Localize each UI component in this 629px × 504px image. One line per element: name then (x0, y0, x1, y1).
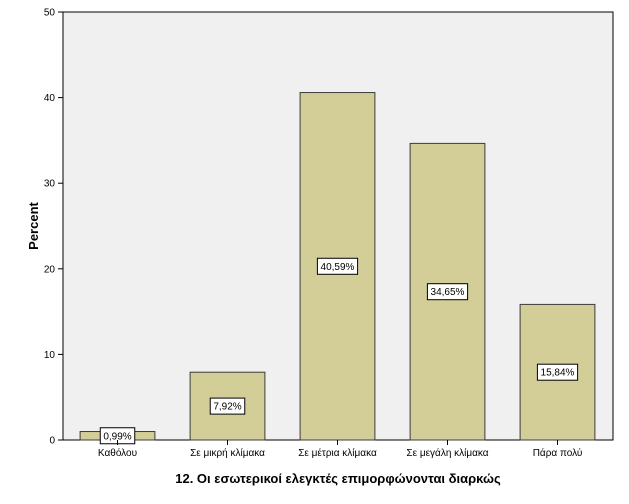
data-label-box (316, 257, 359, 275)
y-tick-label: 10 (44, 350, 56, 361)
y-tick-label: 0 (49, 436, 55, 447)
y-tick-label: 30 (44, 179, 56, 190)
x-axis: Καθόλου Σε μικρή κλίμακα Σε μέτρια κλίμακα… (98, 440, 582, 459)
x-tick-label: Σε μέτρια κλίμακα (298, 447, 377, 459)
x-axis-title: 12. Οι εσωτερικοί ελεγκτές επιμορφώνοντα… (175, 471, 501, 486)
y-axis-title: Percent (26, 201, 41, 249)
x-tick-label: Σε μικρή κλίμακα (190, 447, 265, 459)
y-tick-label: 40 (44, 93, 56, 104)
x-tick-label: Καθόλου (98, 447, 137, 459)
y-axis: 0 10 20 30 40 50 (44, 8, 63, 447)
x-tick-label: Σε μεγάλη κλίμακα (406, 447, 488, 459)
x-tick-label: Πάρα πολύ (533, 447, 583, 459)
data-label-box (536, 363, 579, 381)
data-label-box (426, 283, 469, 301)
data-label: 0,99% (103, 431, 131, 442)
data-label-box (209, 397, 246, 415)
y-tick-label: 20 (44, 264, 56, 275)
data-label: 15,84% (541, 368, 575, 379)
data-label: 40,59% (321, 262, 355, 273)
bars: 0,99% 7,92% 40,59% 34,65% 15,84% (79, 92, 596, 445)
data-label: 34,65% (431, 287, 465, 298)
y-tick-label: 50 (44, 8, 56, 19)
data-label: 7,92% (213, 402, 241, 413)
